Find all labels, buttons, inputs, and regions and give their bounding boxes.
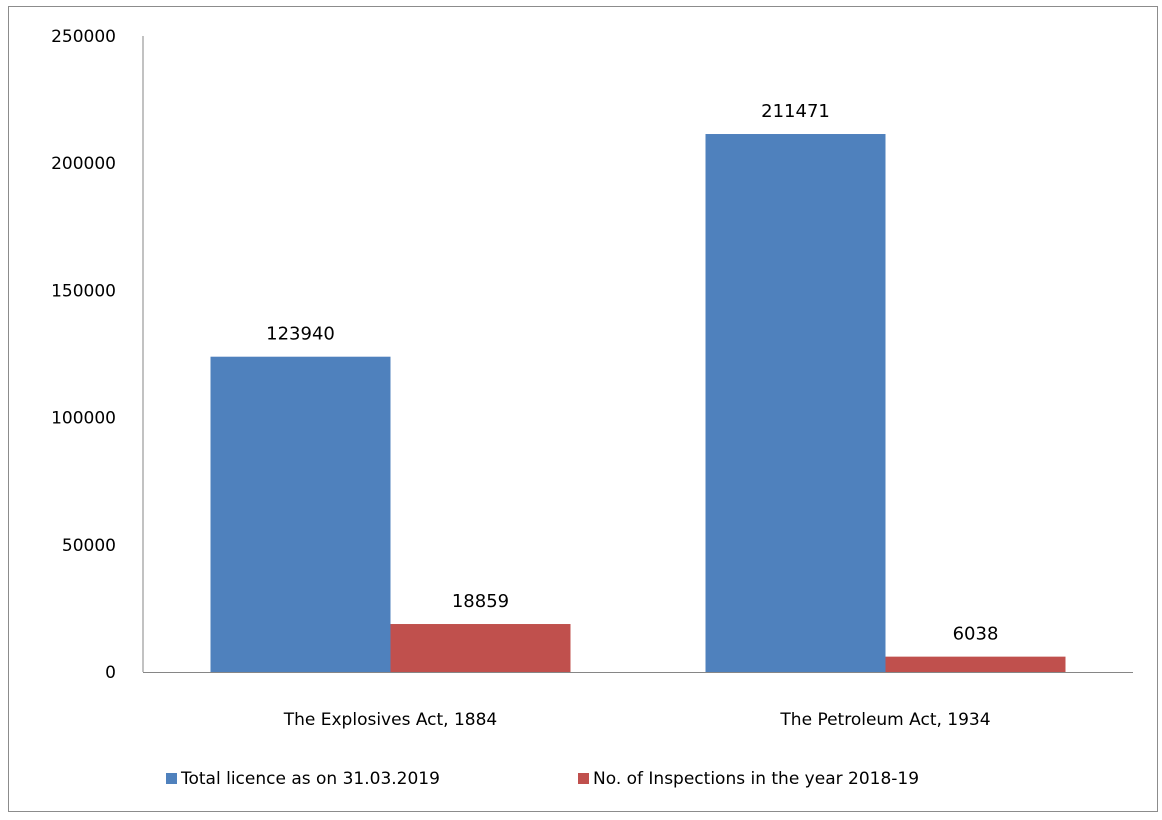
bar <box>885 656 1066 672</box>
y-tick-label: 50000 <box>62 536 116 556</box>
legend-swatch <box>166 773 177 784</box>
legend: Total licence as on 31.03.2019 No. of Ins… <box>166 769 919 789</box>
data-label: 211471 <box>761 101 830 122</box>
data-label: 18859 <box>452 591 509 612</box>
y-tick-label: 200000 <box>51 154 116 174</box>
y-tick-label: 250000 <box>51 27 116 47</box>
data-label: 6038 <box>953 624 999 645</box>
chart-frame <box>8 6 1158 812</box>
bars <box>210 134 1066 673</box>
y-tick-label: 0 <box>105 663 116 683</box>
bar <box>705 134 886 673</box>
axes <box>142 36 1133 673</box>
x-axis-ticks: The Explosives Act, 1884 The Petroleum Ac… <box>283 710 991 730</box>
data-label: 123940 <box>266 324 335 345</box>
bar <box>390 624 571 672</box>
legend-label: No. of Inspections in the year 2018-19 <box>593 769 919 789</box>
data-labels: 123940 18859 211471 6038 <box>266 101 998 645</box>
y-axis-ticks: 0 50000 100000 150000 200000 250000 <box>51 27 116 683</box>
x-tick-label: The Explosives Act, 1884 <box>283 710 498 730</box>
y-tick-label: 150000 <box>51 281 116 301</box>
bar <box>210 356 391 672</box>
legend-label: Total licence as on 31.03.2019 <box>180 769 440 789</box>
y-tick-label: 100000 <box>51 409 116 429</box>
x-tick-label: The Petroleum Act, 1934 <box>779 710 990 730</box>
legend-swatch <box>578 773 589 784</box>
